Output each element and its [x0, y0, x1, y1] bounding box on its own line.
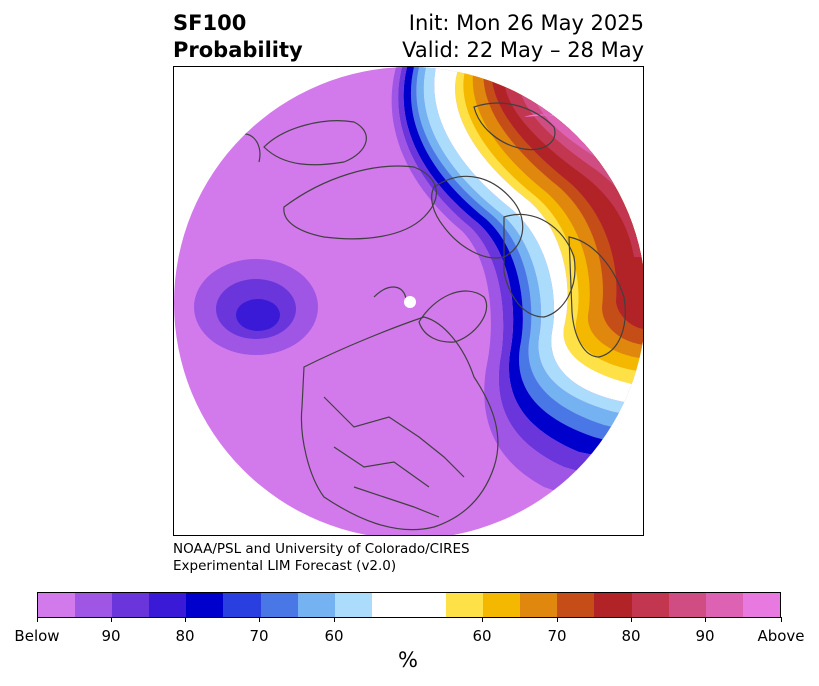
below-band-65 — [416, 67, 643, 432]
colorbar-tick-label: 70 — [547, 627, 567, 645]
colorbar-segment — [631, 593, 669, 617]
colorbar-tick-label: Below — [14, 627, 60, 645]
credits: NOAA/PSL and University of Colorado/CIRE… — [173, 541, 470, 575]
colorbar-tick-mark — [482, 617, 483, 622]
colorbar-tick-label: 90 — [101, 627, 121, 645]
colorbar-segment — [408, 593, 447, 617]
colorbar-tick-label: 80 — [175, 627, 195, 645]
pole-hole — [404, 296, 416, 308]
colorbar-tick-mark — [781, 617, 782, 622]
title-variable: SF100 — [173, 11, 247, 35]
colorbar-tick-mark — [185, 617, 186, 622]
neutral-band — [434, 67, 643, 405]
title-field: Probability — [173, 38, 303, 62]
probability-map — [174, 67, 643, 535]
colorbar-segment — [149, 593, 187, 617]
colorbar-tick-mark — [631, 617, 632, 622]
credits-line-1: NOAA/PSL and University of Colorado/CIRE… — [173, 541, 470, 557]
title-valid: Valid: 22 May – 28 May — [402, 38, 644, 62]
colorbar-segment — [446, 593, 484, 617]
chart-title-left: SF100 Probability — [173, 10, 303, 64]
colorbar-segment — [334, 593, 372, 617]
colorbar — [37, 592, 781, 618]
colorbar-segment — [705, 593, 743, 617]
colorbar-segment — [75, 593, 113, 617]
below-band-80 — [403, 67, 624, 459]
map-panel — [173, 66, 644, 536]
pacific-anomaly-core — [236, 299, 280, 331]
below-band-90 — [391, 67, 599, 499]
colorbar-segment — [557, 593, 595, 617]
colorbar-segment — [742, 593, 780, 617]
colorbar-tick-label: 70 — [249, 627, 269, 645]
colorbar-tick-mark — [111, 617, 112, 622]
colorbar-segment — [297, 593, 335, 617]
colorbar-tick-label: 90 — [695, 627, 715, 645]
colorbar-unit: % — [398, 648, 418, 672]
colorbar-segment — [594, 593, 632, 617]
colorbar-segment — [520, 593, 558, 617]
colorbar-tick-mark — [37, 617, 38, 622]
colorbar-tick-mark — [334, 617, 335, 622]
chart-title-right: Init: Mon 26 May 2025 Valid: 22 May – 28… — [402, 10, 644, 64]
colorbar-tick-label: 60 — [324, 627, 344, 645]
colorbar-tick-label: 80 — [621, 627, 641, 645]
colorbar-segment — [668, 593, 706, 617]
colorbar-segment — [186, 593, 224, 617]
colorbar-segment — [38, 593, 76, 617]
colorbar-segment — [260, 593, 298, 617]
below-band-70 — [410, 67, 634, 445]
title-init: Init: Mon 26 May 2025 — [408, 11, 644, 35]
credits-line-2: Experimental LIM Forecast (v2.0) — [173, 558, 397, 574]
colorbar-tick-label: Above — [757, 627, 805, 645]
colorbar-segment — [112, 593, 150, 617]
colorbar-tick-mark — [705, 617, 706, 622]
below-band-85 — [398, 67, 614, 477]
colorbar-tick-mark — [557, 617, 558, 622]
colorbar-segment — [371, 593, 409, 617]
below-band-60 — [423, 67, 643, 417]
colorbar-segment — [483, 593, 521, 617]
colorbar-segment — [223, 593, 261, 617]
colorbar-tick-mark — [259, 617, 260, 622]
colorbar-tick-label: 60 — [472, 627, 492, 645]
